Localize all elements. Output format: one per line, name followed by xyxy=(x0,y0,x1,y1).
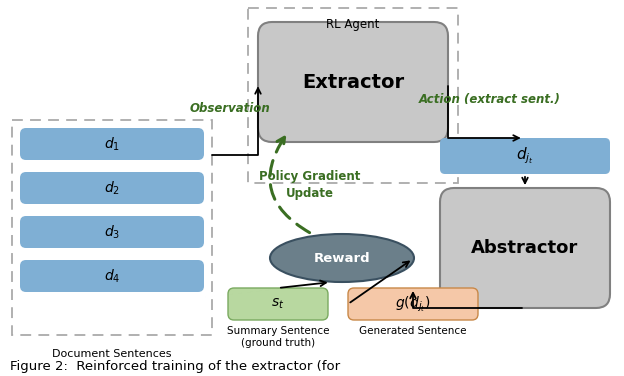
Text: $s_t$: $s_t$ xyxy=(271,297,285,311)
FancyBboxPatch shape xyxy=(20,260,204,292)
Text: Document Sentences: Document Sentences xyxy=(52,349,172,359)
Text: RL Agent: RL Agent xyxy=(326,18,379,31)
FancyBboxPatch shape xyxy=(258,22,448,142)
Text: $d_{j_t}$: $d_{j_t}$ xyxy=(516,146,534,166)
Text: Action (extract sent.): Action (extract sent.) xyxy=(419,94,561,106)
Text: Reward: Reward xyxy=(314,252,370,264)
Text: $d_4$: $d_4$ xyxy=(104,267,120,285)
FancyBboxPatch shape xyxy=(20,128,204,160)
Text: Extractor: Extractor xyxy=(302,73,404,91)
Text: Figure 2:  Reinforced training of the extractor (for: Figure 2: Reinforced training of the ext… xyxy=(10,360,340,373)
Ellipse shape xyxy=(270,234,414,282)
Text: Abstractor: Abstractor xyxy=(471,239,578,257)
FancyArrowPatch shape xyxy=(270,137,310,233)
FancyBboxPatch shape xyxy=(20,172,204,204)
Text: $d_3$: $d_3$ xyxy=(104,223,120,241)
Text: Policy Gradient
Update: Policy Gradient Update xyxy=(260,170,361,200)
FancyBboxPatch shape xyxy=(440,138,610,174)
Bar xyxy=(12,120,212,335)
FancyBboxPatch shape xyxy=(20,216,204,248)
Text: Generated Sentence: Generated Sentence xyxy=(359,326,467,336)
FancyBboxPatch shape xyxy=(228,288,328,320)
FancyBboxPatch shape xyxy=(440,188,610,308)
Text: $d_2$: $d_2$ xyxy=(104,179,120,197)
Text: $d_1$: $d_1$ xyxy=(104,135,120,153)
Text: Observation: Observation xyxy=(190,102,270,115)
FancyBboxPatch shape xyxy=(348,288,478,320)
Text: $g(d_{j_t})$: $g(d_{j_t})$ xyxy=(396,294,431,314)
Bar xyxy=(248,8,458,183)
Text: Summary Sentence
(ground truth): Summary Sentence (ground truth) xyxy=(227,326,329,349)
